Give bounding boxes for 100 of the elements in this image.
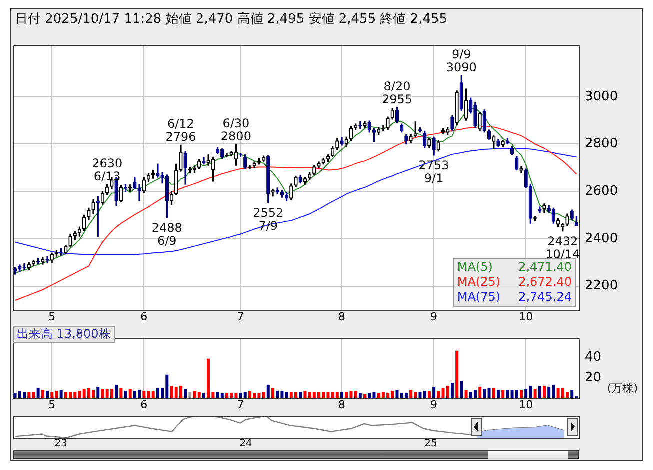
candlestick: [211, 156, 216, 182]
bar: [120, 388, 123, 398]
bar: [492, 388, 496, 398]
candlestick: [336, 138, 340, 150]
bar: [496, 390, 500, 398]
y-axis-title: (万株): [607, 381, 638, 396]
bar: [548, 386, 551, 398]
chart-title: 出来高 13,800株: [13, 326, 115, 343]
candlestick: [395, 107, 400, 124]
candlestick: [574, 216, 579, 226]
bar: [41, 390, 44, 398]
bar: [304, 390, 307, 398]
annotation: 2753 9/1: [418, 158, 450, 186]
bar: [207, 358, 210, 398]
bar: [152, 390, 155, 398]
candlestick: [87, 208, 91, 220]
x-tick-label: 24: [240, 438, 252, 450]
x-tick-label: 9: [430, 398, 438, 412]
candlestick: [68, 234, 72, 248]
candlestick: [349, 126, 354, 142]
bar: [276, 390, 280, 398]
candlestick: [92, 200, 96, 214]
candlestick: [542, 204, 546, 214]
bar: [188, 392, 192, 398]
text: MA(5) 2,471.40: [457, 260, 572, 274]
bar: [364, 394, 367, 398]
text: MA(25) 2,672.40: [457, 275, 572, 289]
candlestick: [138, 184, 142, 202]
y-tick-label: 2800: [585, 136, 618, 152]
candlestick: [78, 226, 82, 237]
bar: [428, 390, 431, 398]
candlestick: [326, 154, 330, 162]
bar: [184, 388, 188, 398]
candlestick: [100, 191, 105, 205]
annotation: 2630 6/13: [92, 156, 123, 184]
bar: [110, 388, 114, 398]
bar: [358, 392, 362, 398]
candlestick: [344, 136, 348, 147]
candlestick: [262, 156, 266, 162]
candlestick: [179, 144, 183, 172]
y-tick-label: 2600: [585, 184, 618, 199]
bar: [432, 386, 436, 398]
bar: [179, 386, 182, 398]
x-tick-label: 10: [519, 398, 534, 412]
bar: [202, 392, 206, 398]
bar: [128, 388, 132, 398]
bar: [450, 382, 454, 398]
x-tick-label: 6: [140, 398, 148, 412]
bar: [410, 390, 413, 398]
candlestick: [520, 166, 524, 173]
bar: [285, 392, 288, 398]
y-tick-label: 2400: [585, 231, 618, 246]
bar: [460, 380, 464, 398]
bar: [478, 386, 482, 398]
bar: [220, 392, 224, 398]
bar: [345, 392, 348, 398]
bar: [404, 392, 408, 398]
bar: [115, 384, 118, 398]
candlestick: [96, 196, 100, 237]
text: MA(75) 2,745.24: [457, 290, 572, 304]
candlestick: [478, 112, 482, 132]
bar: [266, 384, 270, 398]
bar: [60, 390, 63, 398]
bar: [244, 392, 247, 398]
x-tick-label: 7: [237, 398, 244, 412]
candlestick: [340, 137, 344, 146]
bar: [456, 350, 459, 398]
candlestick: [156, 164, 160, 178]
x-tick-label: 8: [338, 310, 346, 324]
candlestick: [432, 136, 436, 156]
candlestick: [501, 140, 505, 147]
bar: [96, 386, 100, 398]
bar: [446, 386, 450, 398]
bar: [474, 390, 477, 398]
x-tick-label: 9: [430, 310, 438, 324]
y-tick-label: 3000: [585, 89, 618, 104]
bar: [542, 386, 546, 398]
candlestick: [492, 136, 496, 149]
candlestick: [184, 151, 188, 185]
candlestick: [556, 218, 560, 228]
candlestick: [317, 162, 321, 168]
candlestick: [566, 214, 570, 226]
candlestick: [271, 188, 275, 197]
bar: [50, 392, 54, 398]
bar: [506, 390, 510, 398]
bar: [423, 390, 426, 398]
candlestick: [322, 158, 326, 165]
x-tick-label: 25: [424, 438, 438, 450]
candlestick: [27, 262, 31, 271]
annotation: 2488 6/9: [152, 221, 182, 248]
x-tick-label: 5: [48, 398, 56, 412]
candlestick: [515, 156, 519, 171]
candlestick: [41, 257, 45, 265]
candlestick: [312, 165, 316, 176]
candlestick: [372, 128, 376, 142]
candlestick: [252, 162, 256, 168]
bar: [46, 390, 50, 398]
bar: [534, 388, 537, 398]
annotation: 6/12 2796: [166, 117, 196, 144]
bar: [396, 390, 399, 398]
